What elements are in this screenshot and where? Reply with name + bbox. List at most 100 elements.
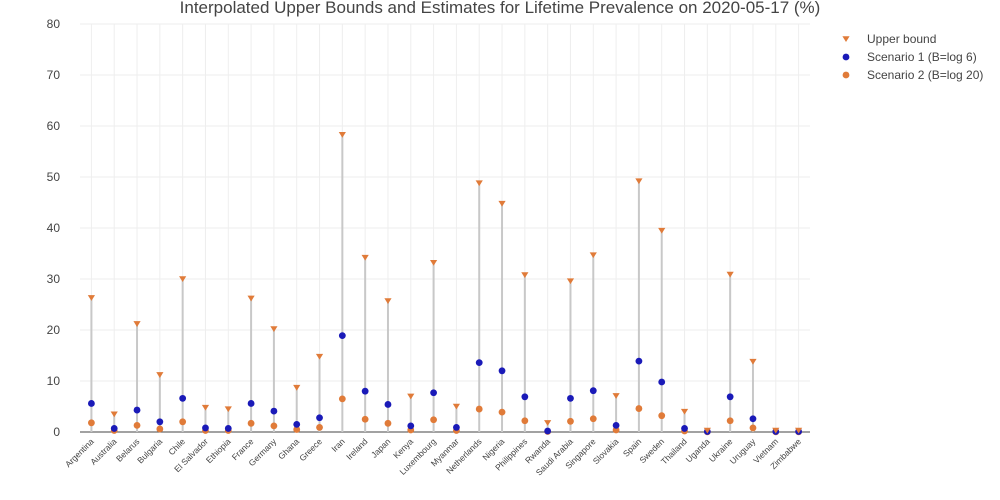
scenario-1-marker [475, 359, 483, 367]
y-tick-label: 40 [47, 221, 61, 235]
chart-title: Interpolated Upper Bounds and Estimates … [180, 0, 821, 17]
upper-bound-marker [635, 178, 643, 185]
scenario-1-marker [179, 394, 187, 402]
scenario-2-marker [316, 424, 323, 431]
upper-bound-marker [110, 411, 118, 418]
x-tick-label: Argentina [63, 436, 96, 469]
scenario-1-marker [658, 378, 666, 386]
legend-label: Scenario 1 (B=log 6) [867, 50, 977, 64]
scenario-1-marker [521, 393, 529, 401]
scenario-2-marker [338, 395, 346, 403]
scenario-1-marker [224, 425, 232, 432]
scenario-1-marker [635, 357, 643, 365]
upper-bound-marker [475, 180, 483, 187]
x-tick-label: Bulgaria [135, 436, 164, 465]
legend-item[interactable]: Upper bound [842, 32, 936, 46]
y-tick-label: 30 [47, 272, 61, 286]
upper-bound-marker [566, 278, 575, 285]
scenario-1-marker [110, 425, 118, 432]
y-tick-label: 50 [47, 170, 61, 184]
scenario-1-marker [133, 406, 141, 414]
upper-bound-marker [612, 393, 620, 399]
upper-bound-marker [133, 321, 141, 327]
upper-bound-marker [315, 353, 324, 360]
x-tick-label: Ireland [344, 436, 370, 462]
scenario-2-marker [589, 415, 597, 423]
scenario-1-marker [453, 424, 460, 431]
upper-bound-marker [544, 420, 552, 426]
scenario-1-marker [247, 400, 255, 407]
y-tick-label: 80 [47, 17, 61, 31]
y-axis: 0 10 20 30 40 50 60 70 80 [47, 17, 61, 439]
scenario-2-marker [133, 421, 141, 429]
y-tick-label: 10 [47, 374, 61, 388]
legend-dot-icon [842, 53, 850, 61]
x-tick-label: Ethiopia [204, 436, 233, 465]
scenario-2-marker [658, 412, 666, 420]
scenario-1-marker [726, 393, 734, 401]
scenario-1-marker [544, 427, 552, 435]
upper-bound-marker [201, 404, 210, 411]
upper-bound-marker [429, 259, 438, 266]
scenario-2-marker [430, 416, 437, 424]
upper-bound-marker [498, 200, 506, 207]
scenario-2-marker [270, 422, 278, 430]
scenario-2-marker [88, 419, 95, 427]
upper-bound-marker [384, 298, 392, 304]
scenario-2-marker [749, 424, 757, 432]
upper-bound-marker [772, 427, 780, 434]
upper-bound-marker [589, 252, 597, 259]
upper-bound-marker [179, 276, 187, 283]
scenario-2-marker [635, 405, 643, 412]
legend-label: Upper bound [867, 32, 936, 46]
scenario-1-marker [567, 394, 574, 402]
scenario-1-marker [293, 420, 301, 428]
scenario-1-marker [361, 387, 369, 395]
legend-item[interactable]: Scenario 2 (B=log 20) [842, 68, 984, 82]
upper-bound-marker [452, 403, 461, 410]
scenario-1-marker [384, 401, 392, 408]
scenario-2-marker [247, 419, 255, 427]
data-marks [87, 131, 803, 436]
scenario-1-marker [270, 407, 278, 415]
upper-bound-marker [658, 227, 666, 234]
y-tick-label: 60 [47, 119, 61, 133]
upper-bound-marker [407, 393, 415, 400]
legend[interactable]: Upper bound Scenario 1 (B=log 6) Scenario … [842, 32, 983, 82]
stems [90, 134, 800, 432]
x-tick-label: Uganda [684, 436, 712, 464]
upper-bound-marker [270, 326, 278, 333]
x-tick-label: Greece [297, 436, 324, 463]
scenario-1-marker [749, 415, 757, 423]
y-tick-label: 0 [53, 425, 60, 439]
upper-bound-marker [794, 427, 803, 434]
upper-bound-marker [156, 372, 164, 378]
legend-dot-icon [842, 71, 850, 79]
scenario-2-marker [567, 417, 574, 425]
upper-bound-marker [726, 271, 734, 278]
upper-bound-marker [224, 406, 232, 413]
upper-bound-marker [361, 254, 369, 261]
y-tick-label: 70 [47, 68, 61, 82]
upper-bound-marker [87, 295, 96, 301]
y-tick-label: 20 [47, 323, 61, 337]
scenario-2-marker [293, 426, 301, 433]
scenario-2-marker [384, 419, 392, 427]
scenario-2-marker [498, 408, 506, 416]
scenario-2-marker [156, 425, 164, 433]
legend-label: Scenario 2 (B=log 20) [867, 68, 983, 82]
scenario-1-marker [498, 367, 506, 375]
scenario-2-marker [475, 405, 483, 413]
scenario-1-marker [316, 414, 323, 422]
scenario-1-marker [612, 421, 620, 429]
upper-bound-marker [749, 358, 757, 365]
scenario-1-marker [156, 418, 164, 426]
upper-bound-marker [247, 295, 255, 302]
scenario-2-marker [179, 418, 187, 426]
scenario-1-marker [589, 387, 597, 395]
legend-item[interactable]: Scenario 1 (B=log 6) [842, 50, 977, 64]
grid [80, 23, 810, 433]
scenario-1-marker [202, 424, 209, 432]
